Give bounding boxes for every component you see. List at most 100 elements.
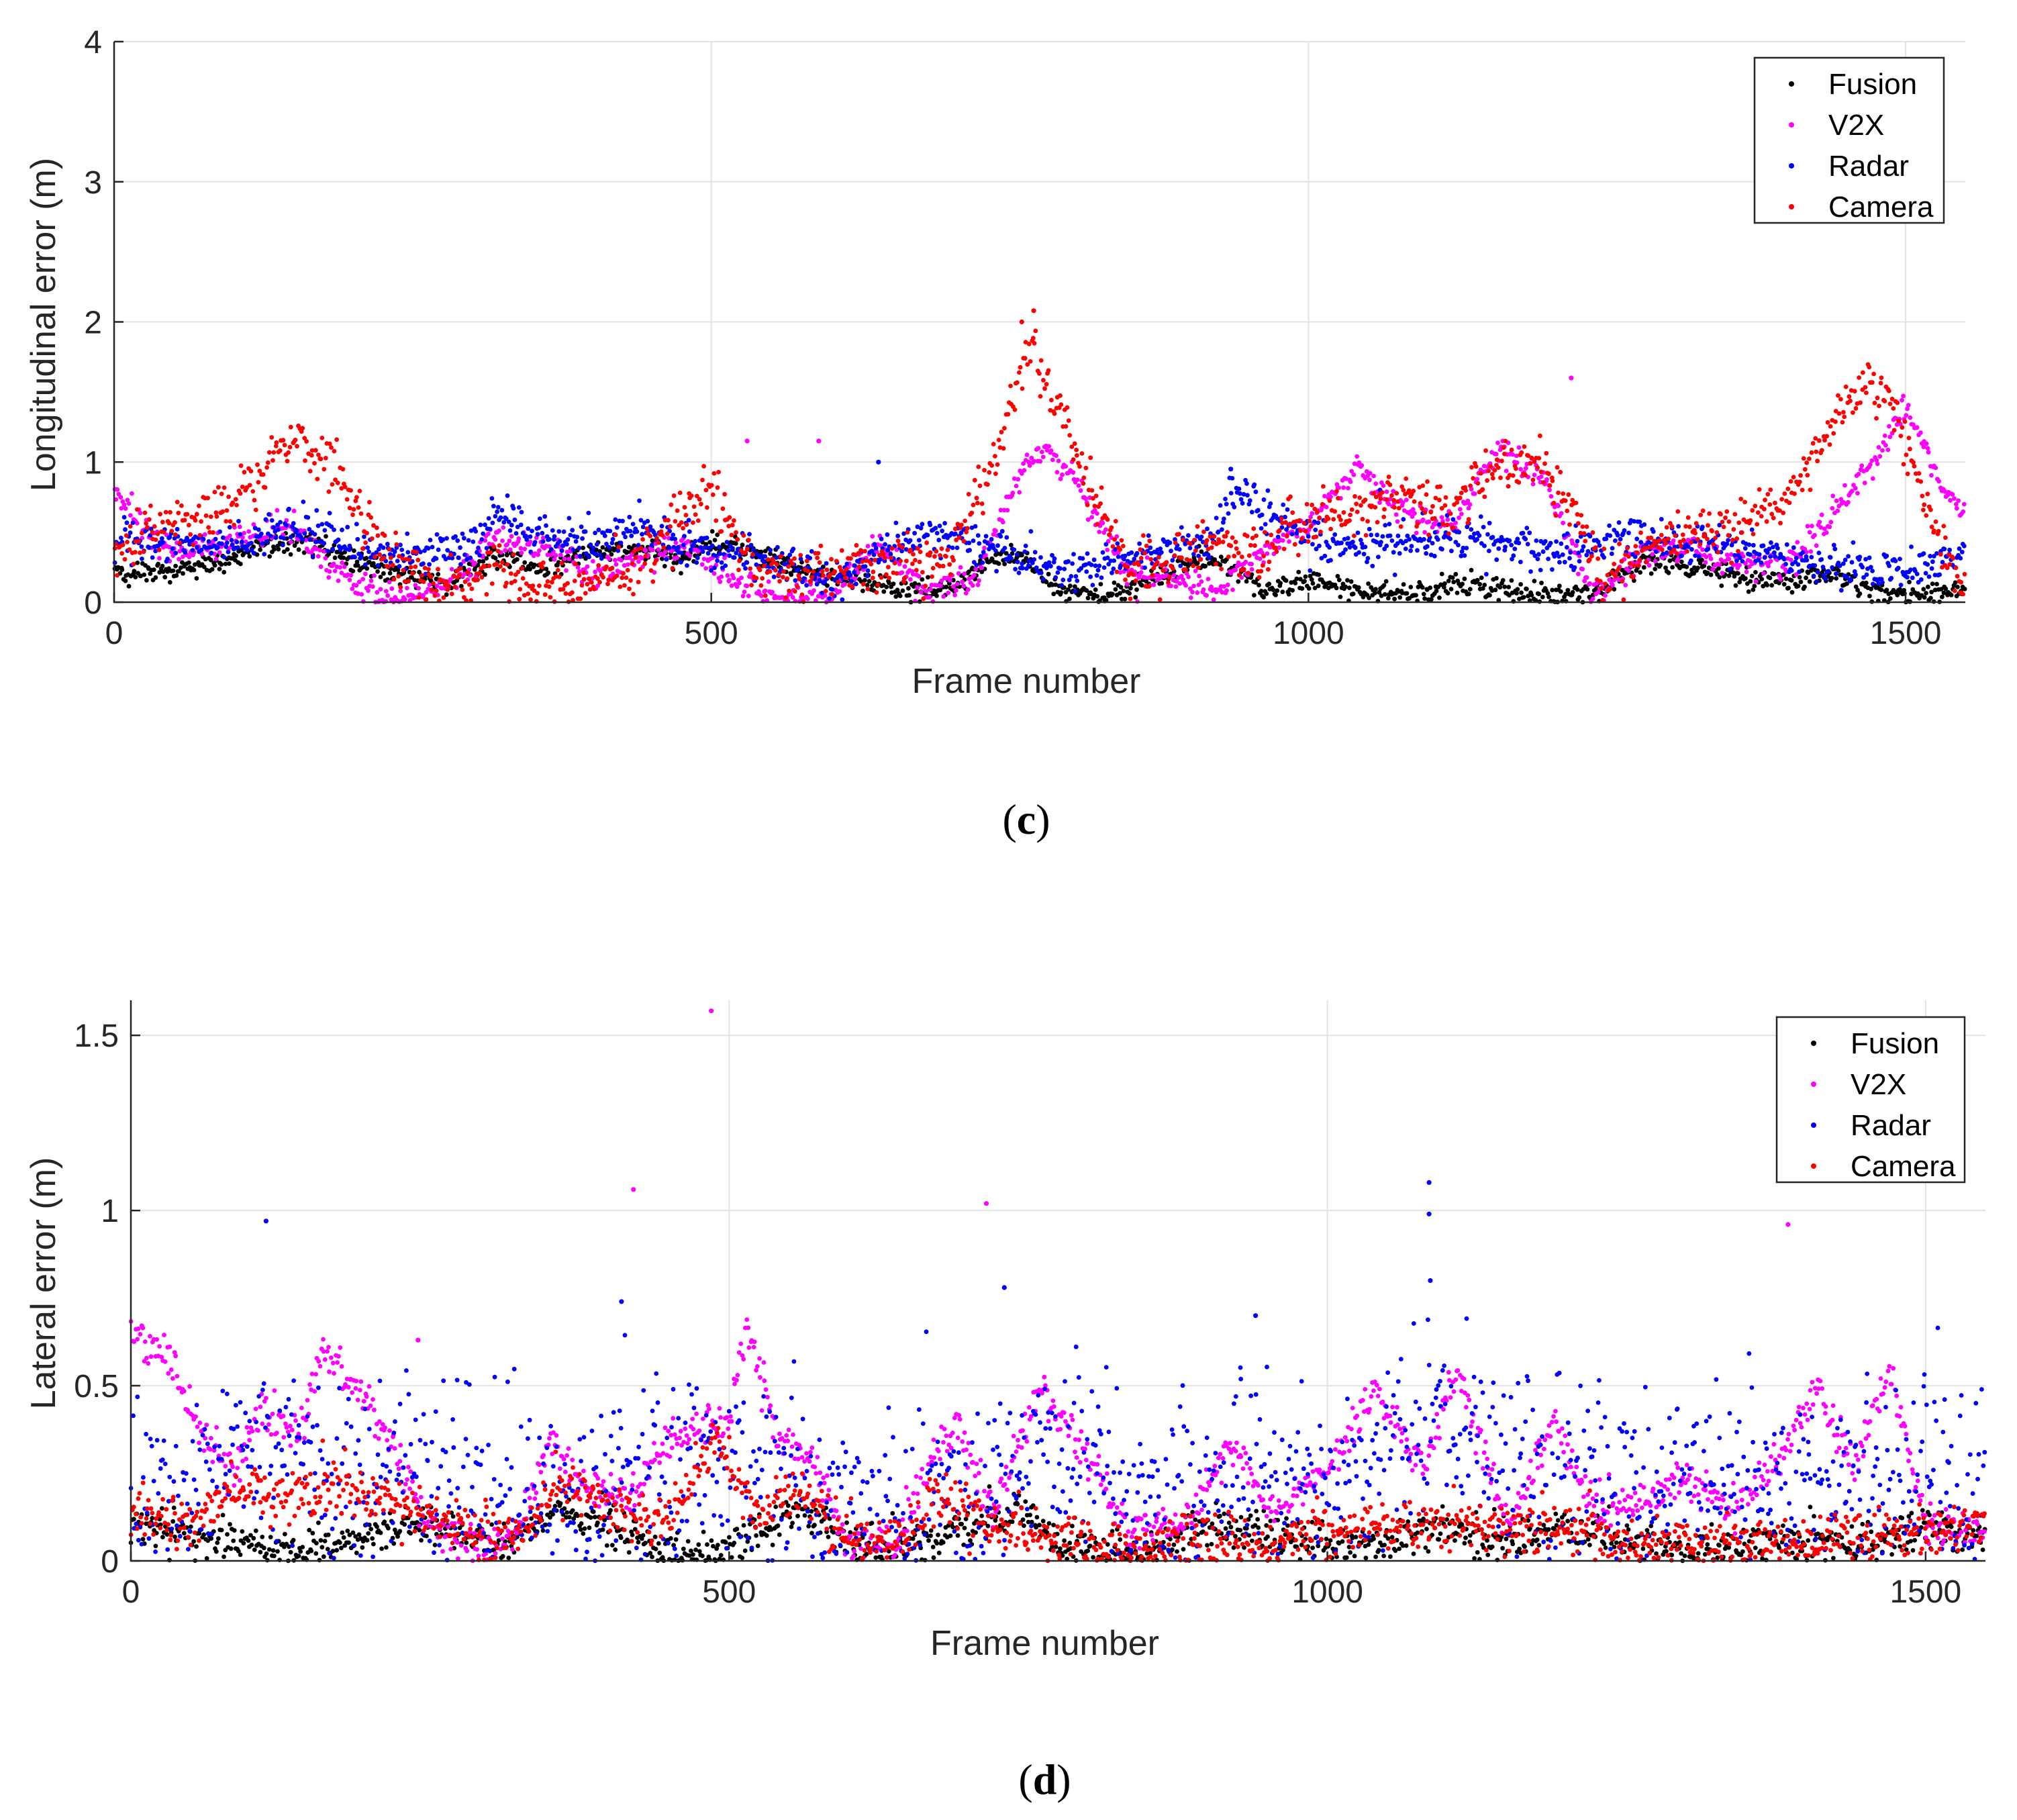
- data-point: [1005, 412, 1011, 417]
- data-point: [247, 483, 252, 487]
- data-point: [596, 563, 601, 568]
- data-point: [1802, 584, 1807, 589]
- data-point: [1023, 543, 1028, 548]
- data-point: [1921, 587, 1926, 591]
- data-point: [236, 545, 240, 550]
- data-point: [499, 508, 505, 513]
- data-point: [977, 541, 982, 546]
- data-point: [360, 577, 366, 581]
- data-point: [1495, 440, 1500, 445]
- data-point: [1704, 555, 1709, 559]
- data-point: [201, 536, 206, 542]
- data-point: [537, 548, 542, 553]
- data-point: [389, 586, 395, 591]
- data-point: [1397, 550, 1402, 556]
- data-point: [787, 553, 793, 557]
- data-point: [565, 537, 571, 542]
- data-point: [156, 561, 161, 567]
- data-point: [1684, 564, 1689, 569]
- data-point: [699, 562, 705, 567]
- data-point: [559, 561, 564, 566]
- data-point: [1050, 457, 1055, 463]
- data-point: [360, 546, 365, 551]
- data-point: [1370, 563, 1375, 569]
- data-point: [1349, 507, 1355, 512]
- data-point: [153, 537, 158, 542]
- data-point: [1511, 553, 1516, 559]
- data-point: [991, 532, 996, 537]
- data-point: [1161, 568, 1166, 573]
- data-point: [191, 542, 196, 547]
- data-point: [904, 559, 909, 563]
- data-point: [1137, 541, 1142, 546]
- data-point: [264, 465, 269, 470]
- data-point-outlier: [744, 438, 750, 444]
- data-point: [1795, 540, 1800, 544]
- data-point: [390, 563, 395, 568]
- data-point: [1410, 514, 1415, 519]
- data-point: [1112, 558, 1116, 563]
- data-point: [552, 534, 557, 539]
- data-point: [458, 562, 463, 567]
- data-point: [1361, 595, 1366, 600]
- data-point: [167, 580, 173, 585]
- data-point: [161, 530, 166, 535]
- data-point: [665, 531, 670, 536]
- data-point: [1832, 546, 1838, 552]
- data-point: [1557, 554, 1561, 559]
- data-point: [368, 515, 373, 520]
- data-point: [952, 526, 958, 532]
- data-point: [777, 579, 782, 584]
- data-point: [177, 557, 181, 562]
- data-point: [414, 550, 419, 555]
- data-point: [664, 557, 669, 562]
- data-point: [774, 562, 779, 567]
- data-point: [928, 550, 933, 555]
- data-point: [914, 568, 919, 573]
- data-point: [455, 538, 460, 543]
- data-point: [1397, 595, 1403, 600]
- data-point: [985, 482, 990, 487]
- data-point: [125, 497, 130, 503]
- data-point: [712, 538, 718, 542]
- data-point: [540, 530, 545, 536]
- data-point: [263, 517, 268, 522]
- data-point: [1914, 425, 1920, 430]
- data-point: [926, 575, 930, 580]
- data-point: [1459, 512, 1464, 516]
- data-point: [877, 557, 883, 562]
- data-point: [740, 542, 745, 548]
- data-point: [1518, 559, 1523, 565]
- data-point: [1116, 555, 1121, 559]
- data-point: [362, 534, 366, 539]
- data-point: [1141, 533, 1146, 538]
- data-point: [1391, 489, 1396, 494]
- data-point: [1885, 447, 1891, 452]
- data-point: [1819, 512, 1824, 518]
- data-point: [1181, 577, 1185, 582]
- data-point: [1792, 552, 1798, 557]
- data-point: [1646, 563, 1652, 568]
- data-point: [650, 579, 656, 584]
- data-point: [649, 542, 654, 548]
- data-point: [668, 555, 673, 560]
- data-point: [332, 527, 336, 532]
- data-point: [1422, 596, 1428, 601]
- data-point: [270, 458, 275, 463]
- data-point: [798, 553, 803, 558]
- data-point: [115, 573, 119, 578]
- data-point: [307, 527, 312, 532]
- data-point: [130, 491, 134, 496]
- data-point: [388, 555, 393, 561]
- data-point: [375, 563, 381, 568]
- data-point: [679, 520, 684, 525]
- data-point: [1164, 560, 1169, 565]
- data-point: [1352, 533, 1357, 538]
- data-point: [229, 538, 234, 542]
- data-point: [1114, 569, 1120, 575]
- data-point: [1187, 546, 1193, 550]
- data-point: [1199, 549, 1204, 555]
- data-point: [824, 561, 829, 566]
- data-point: [1113, 519, 1118, 524]
- data-point: [351, 507, 356, 512]
